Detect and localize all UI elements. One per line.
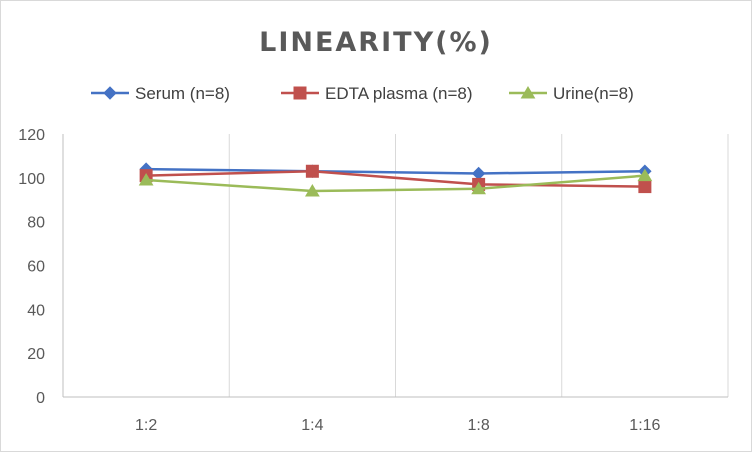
data-point (103, 86, 117, 100)
data-point (305, 164, 319, 178)
x-tick-label: 1:4 (301, 417, 323, 434)
series-line (146, 174, 645, 193)
axes (62, 134, 728, 398)
data-point (138, 173, 154, 186)
chart-title: LINEARITY(%) (259, 27, 493, 58)
data-point (520, 86, 536, 99)
legend-item: EDTA plasma (n=8) (281, 84, 473, 103)
x-tick-label: 1:8 (468, 417, 490, 434)
y-tick-label: 60 (27, 259, 45, 276)
legend-label: Serum (n=8) (135, 84, 230, 103)
y-tick-label: 120 (18, 127, 45, 144)
legend-item: Serum (n=8) (91, 84, 230, 103)
legend-label: EDTA plasma (n=8) (325, 84, 473, 103)
data-point (304, 184, 320, 197)
data-point (471, 181, 487, 195)
series-line-group (138, 168, 653, 197)
y-tick-label: 20 (27, 346, 45, 363)
x-tick-label: 1:16 (629, 417, 660, 434)
y-tick-label: 80 (27, 215, 45, 232)
series-line (146, 167, 645, 175)
y-tick-label: 40 (27, 302, 45, 319)
data-point (637, 168, 653, 182)
x-axis-ticks: 1:2 1:4 1:8 1:16 (135, 417, 661, 434)
x-tick-label: 1:2 (135, 417, 157, 434)
series-line (146, 170, 645, 188)
y-tick-label: 100 (18, 171, 45, 188)
data-point (293, 86, 307, 100)
legend-item: Urine(n=8) (509, 84, 634, 103)
legend: Serum (n=8) EDTA plasma (n=8) Urine(n=8) (91, 84, 634, 103)
y-axis-ticks: 0 20 40 60 80 100 120 (18, 127, 45, 407)
series-layer (138, 162, 653, 197)
legend-label: Urine(n=8) (553, 84, 634, 103)
data-point (471, 166, 486, 181)
y-tick-label: 0 (36, 390, 45, 407)
data-point (638, 180, 652, 194)
